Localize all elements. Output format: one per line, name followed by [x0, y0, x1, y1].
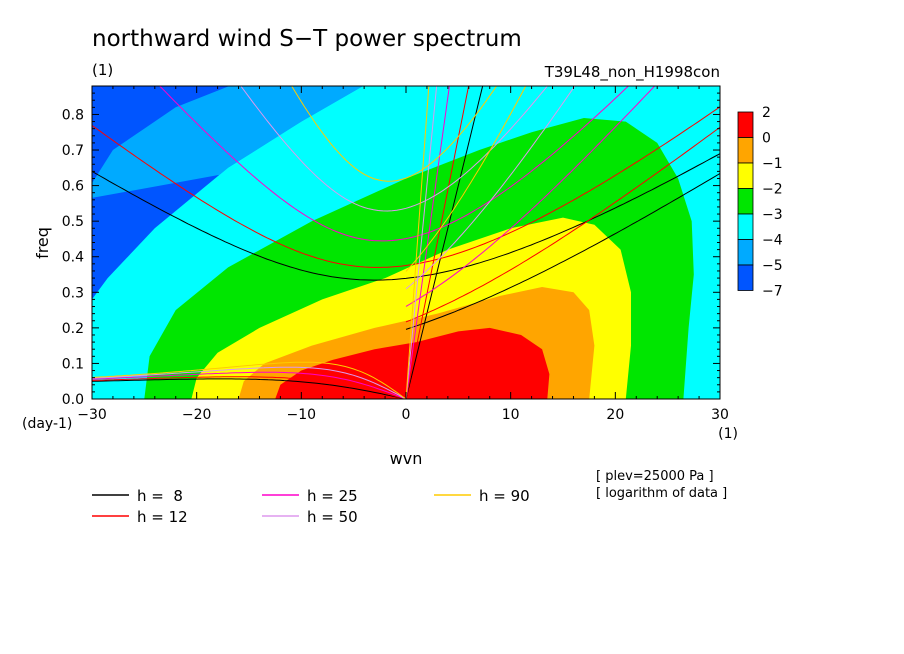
ig-wave-curve-h12	[92, 106, 720, 268]
colorbar-swatch	[737, 188, 754, 215]
mrg-wave-curve-h12	[405, 126, 720, 323]
x-axis-label: wvn	[390, 449, 423, 468]
legend-label-h8: h = 8	[137, 487, 183, 505]
x-tick-label: 20	[606, 407, 624, 423]
kelvin-wave-curve-h12	[405, 86, 470, 399]
ig-wave-curve-h50	[240, 86, 548, 212]
colorbar-label: −5	[762, 258, 783, 274]
colorbar-label: −7	[762, 284, 783, 300]
legend-label-h50: h = 50	[307, 508, 358, 526]
mrg-wave-curve-h8	[405, 172, 720, 330]
y-tick-label: 0.7	[62, 143, 84, 159]
mrg-wave-curve-h90	[405, 86, 527, 272]
colorbar-swatch	[737, 162, 754, 189]
colorbar-swatch	[737, 137, 754, 164]
x-tick-label: 10	[502, 407, 520, 423]
ig-wave-curve-h8	[92, 153, 720, 281]
colorbar-swatch	[737, 111, 754, 138]
x-tick-label: 30	[711, 407, 729, 423]
colorbar-label: −1	[762, 156, 783, 172]
x-tick-label: 0	[402, 407, 411, 423]
dispersion-curves-h50	[92, 86, 576, 399]
y-tick-label: 0.3	[62, 285, 84, 301]
dispersion-curves-h90	[92, 86, 527, 399]
x-tick-label: −10	[287, 407, 317, 423]
mrg-wave-curve-h50	[405, 86, 576, 290]
y-tick-label: 0.4	[62, 250, 84, 266]
chart-subtitle-left: (1)	[92, 61, 113, 79]
rossby-wave-curve-h90	[92, 361, 407, 399]
colorbar-label: −2	[762, 182, 783, 198]
y-tick-label: 0.6	[62, 179, 84, 195]
chart-title: northward wind S−T power spectrum	[92, 26, 522, 52]
plot-area	[92, 86, 720, 399]
colorbar-swatch	[737, 239, 754, 266]
colorbar-swatch	[737, 213, 754, 240]
y-tick-label: 0.0	[62, 392, 84, 408]
dispersion-curves-h25	[92, 86, 656, 399]
y-tick-label: 0.2	[62, 321, 84, 337]
band-0	[275, 327, 550, 399]
rossby-wave-curve-h12	[92, 376, 407, 399]
colorbar-swatch	[737, 264, 754, 291]
chart-subtitle-right: T39L48_non_H1998con	[544, 63, 720, 82]
note-plev: [ plev=25000 Pa ]	[596, 469, 714, 484]
y-tick-label: 0.8	[62, 107, 84, 123]
ig-wave-curve-h90	[291, 86, 498, 182]
rossby-wave-curve-h8	[92, 378, 407, 399]
ig-wave-curve-h25	[159, 86, 630, 242]
y-axis-label: freq	[33, 227, 52, 259]
y-tick-label: 0.5	[62, 214, 84, 230]
colorbar-label: −3	[762, 207, 783, 223]
rossby-wave-curve-h25	[92, 371, 407, 399]
colorbar-label: −4	[762, 233, 783, 249]
x-tick-label: −20	[182, 407, 212, 423]
rossby-wave-curve-h50	[92, 366, 407, 399]
colorbar-label: 0	[762, 131, 771, 147]
y-axis-unit: (day-1)	[22, 416, 72, 432]
colorbar-label: 2	[762, 105, 771, 121]
y-tick-label: 0.1	[62, 356, 84, 372]
x-tick-label: −30	[77, 407, 107, 423]
legend-label-h12: h = 12	[137, 508, 188, 526]
dispersion-curves-h12	[92, 86, 720, 399]
mrg-wave-curve-h25	[405, 86, 656, 307]
legend-label-h25: h = 25	[307, 487, 358, 505]
note-log: [ logarithm of data ]	[596, 486, 727, 501]
x-axis-unit: (1)	[718, 426, 738, 442]
legend-label-h90: h = 90	[479, 487, 530, 505]
